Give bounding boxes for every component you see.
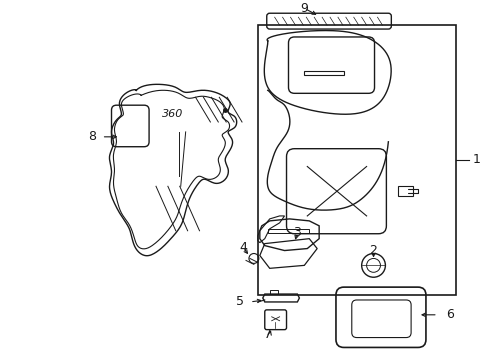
Text: 5: 5 (236, 296, 244, 309)
Text: 8: 8 (87, 130, 96, 143)
Text: 2: 2 (369, 244, 377, 257)
Text: 3: 3 (293, 226, 301, 239)
Text: 9: 9 (300, 2, 307, 15)
Text: 7: 7 (263, 328, 271, 341)
Text: 6: 6 (445, 308, 453, 321)
Text: 4: 4 (239, 241, 246, 254)
Text: 1: 1 (471, 153, 479, 166)
Text: 360: 360 (162, 109, 183, 119)
